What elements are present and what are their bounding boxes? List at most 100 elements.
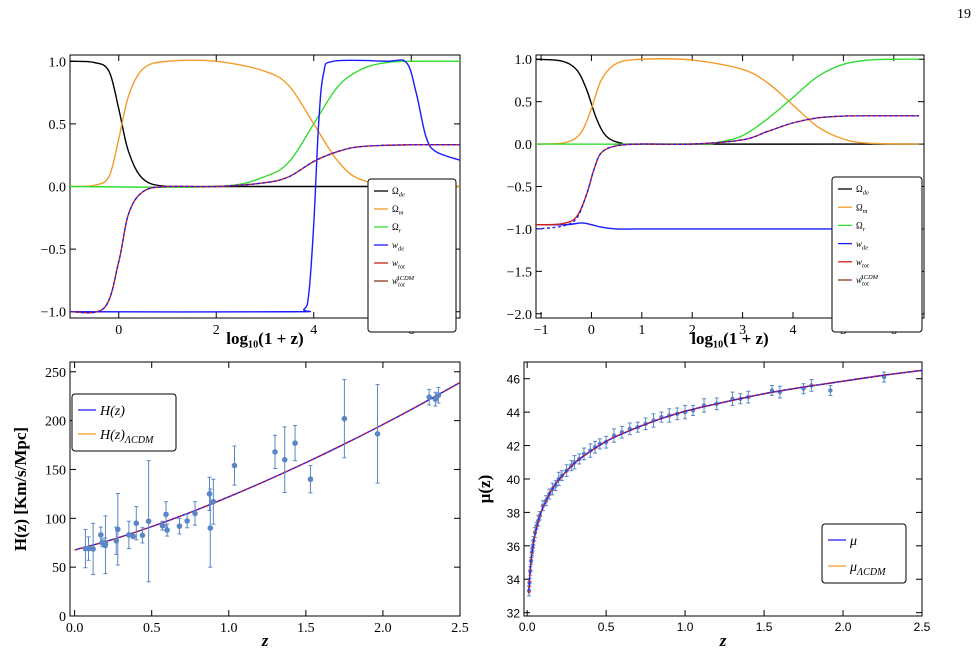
legend-label: H(z) — [99, 404, 125, 419]
data-point — [184, 518, 190, 524]
x-tick-label: 0.5 — [598, 620, 615, 634]
y-tick-label: 40 — [507, 473, 521, 487]
legend-box — [367, 178, 457, 333]
x-axis-label: z — [261, 631, 269, 650]
y-tick-label: 100 — [45, 512, 66, 527]
y-tick-label: 36 — [507, 540, 521, 554]
legend: Ωde Ωm Ωr wde wtot wtotΛCDM — [831, 176, 923, 333]
legend: H(z) H(z)ΛCDM — [71, 393, 177, 452]
data-point — [133, 520, 140, 526]
x-tick-label: 2.5 — [914, 620, 931, 634]
data-point — [126, 532, 132, 538]
series-line-top-1 — [528, 369, 922, 594]
legend-box — [71, 393, 177, 452]
x-tick-label: 2 — [689, 323, 696, 338]
data-point — [159, 522, 166, 529]
chart-omega-w-evolution-2: −101234561.00.50.0−0.5−1.0−1.5−2.0log₁₀(… — [507, 53, 925, 348]
legend-label: μΛCDM — [849, 560, 886, 578]
legend-label: wtot — [856, 257, 869, 270]
legend-label: Ωr — [856, 221, 866, 234]
y-tick-label: −2.0 — [507, 308, 532, 323]
legend-label: wtotΛCDM — [392, 275, 415, 289]
legend-label: wde — [392, 240, 404, 253]
x-tick-label: 2.0 — [835, 620, 852, 634]
y-tick-label: 1.0 — [515, 53, 533, 68]
data-point — [828, 388, 833, 393]
legend-label: Ωde — [856, 184, 869, 197]
y-tick-label: 0.5 — [49, 118, 67, 133]
data-point — [130, 533, 137, 540]
page-number: 19 — [957, 7, 971, 22]
y-tick-label: −0.5 — [41, 243, 66, 258]
x-tick-label: 1.0 — [220, 621, 238, 636]
legend: μ μΛCDM — [821, 523, 907, 584]
data-point — [292, 440, 298, 446]
data-point — [374, 431, 381, 437]
y-axis-label: H(z) [Km/s/Mpc] — [11, 427, 30, 551]
data-point — [231, 462, 238, 469]
y-tick-label: −1.0 — [41, 306, 66, 321]
data-point — [164, 527, 170, 533]
data-point — [145, 518, 152, 525]
chart-distance-modulus: 0.0 0.5 1.0 1.5 2.0 2.5 32 34 36 38 40 42 44 46 z μ(z) μ… — [475, 361, 931, 650]
legend-label: wtotΛCDM — [856, 274, 879, 288]
x-tick-label: 1.5 — [756, 620, 773, 634]
data-point — [435, 392, 442, 399]
y-tick-label: 32 — [507, 607, 521, 621]
legend-label: μ — [849, 534, 857, 549]
series-line-1 — [70, 59, 460, 188]
y-tick-label: 250 — [45, 366, 66, 381]
series-line-0 — [70, 60, 460, 188]
y-tick-label: 1.0 — [49, 55, 67, 70]
legend-label: Ωm — [392, 204, 404, 217]
chart-hubble-parameter: 0.0 0.5 1.0 1.5 2.0 2.5 0 50 100 150 200 250 z H(z) [… — [11, 361, 469, 650]
plot-area — [70, 59, 460, 314]
data-point — [139, 532, 146, 539]
x-tick-label: 4 — [789, 323, 796, 338]
legend-label: H(z)ΛCDM — [99, 428, 154, 446]
x-tick-label: −1 — [534, 323, 549, 338]
data-point — [426, 394, 432, 400]
x-tick-label: 1.0 — [677, 620, 694, 634]
y-tick-label: −1.5 — [507, 265, 532, 280]
data-point — [281, 456, 288, 463]
x-axis-label: z — [719, 631, 727, 650]
legend-label: Ωr — [392, 222, 402, 235]
data-point — [90, 546, 96, 552]
plot-area — [74, 379, 460, 583]
x-tick-label: 1.5 — [297, 621, 315, 636]
data-point — [207, 525, 214, 531]
x-tick-label: 2.5 — [451, 621, 469, 636]
legend-label: Ωm — [856, 202, 868, 215]
y-tick-label: 0.0 — [49, 181, 67, 196]
data-point — [341, 415, 348, 422]
y-tick-label: 44 — [507, 406, 521, 420]
series-line-2 — [70, 60, 460, 188]
data-point — [432, 396, 439, 402]
data-point — [192, 510, 198, 517]
legend-box — [831, 176, 923, 333]
y-tick-label: 200 — [45, 415, 66, 430]
y-tick-label: −1.0 — [507, 223, 532, 238]
x-tick-label: 4 — [310, 323, 317, 338]
y-tick-label: 34 — [507, 573, 521, 587]
x-tick-label: 1 — [638, 323, 645, 338]
data-point — [114, 526, 121, 533]
data-point — [102, 541, 109, 548]
y-tick-label: 46 — [507, 373, 521, 387]
series-line-5 — [536, 115, 919, 230]
legend-box — [821, 523, 907, 584]
plot-area — [526, 369, 922, 597]
x-tick-label: 0.0 — [519, 620, 536, 634]
data-point — [98, 532, 104, 538]
data-point — [163, 511, 169, 518]
y-tick-label: 150 — [45, 463, 66, 478]
data-point — [85, 545, 92, 552]
y-tick-label: 38 — [507, 506, 521, 520]
x-tick-label: 0 — [115, 323, 122, 338]
data-point — [176, 523, 183, 529]
y-tick-label: 0 — [59, 610, 66, 625]
y-tick-label: 42 — [507, 440, 521, 454]
x-axis-label: log₁₀(1 + z) — [226, 329, 303, 348]
x-tick-label: 2 — [213, 323, 220, 338]
